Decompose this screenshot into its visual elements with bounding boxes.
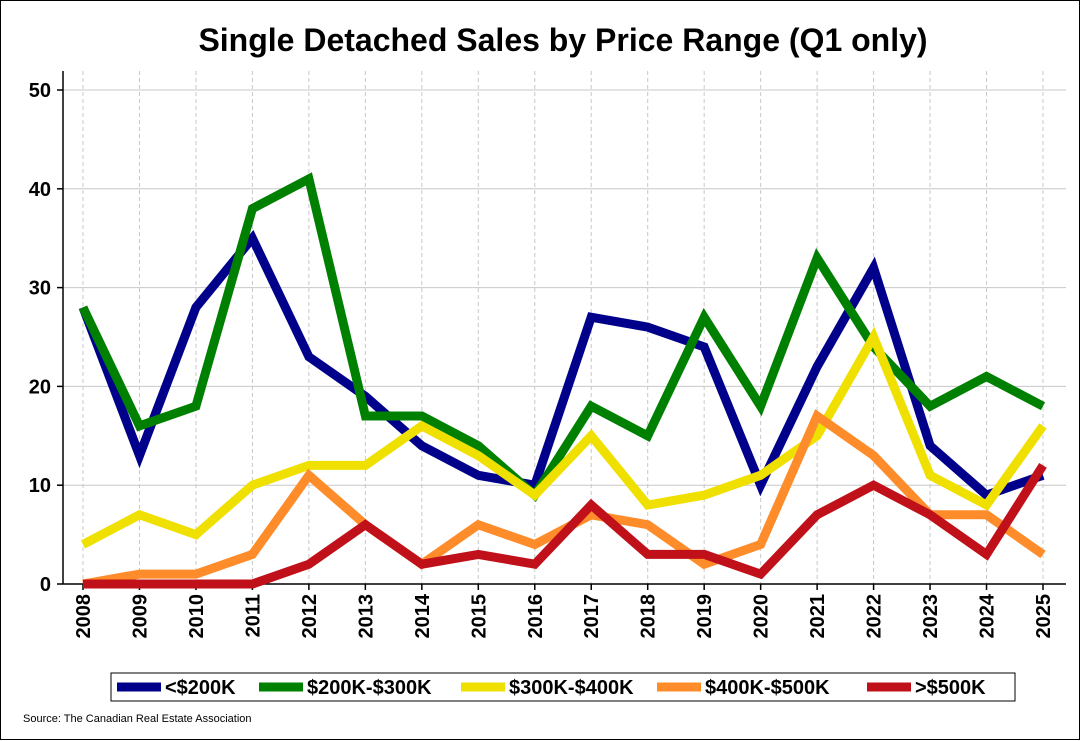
- legend-label-1: $200K-$300K: [307, 677, 432, 699]
- x-tick-label-2018: 2018: [638, 594, 660, 639]
- x-tick-label-2015: 2015: [468, 594, 490, 639]
- x-tick-label-2023: 2023: [920, 594, 942, 639]
- series-4-line: [83, 462, 1047, 589]
- y-tick-label-50: 50: [29, 80, 51, 102]
- x-tick-label-2020: 2020: [751, 594, 773, 639]
- x-tick-label-2021: 2021: [807, 594, 829, 639]
- x-tick-label-2009: 2009: [129, 594, 151, 639]
- y-tick-label-30: 30: [29, 278, 51, 300]
- series-2-line: [80, 326, 1047, 549]
- y-tick-label-10: 10: [29, 475, 51, 497]
- x-tick-label-2013: 2013: [355, 594, 377, 639]
- x-tick-label-2025: 2025: [1033, 594, 1055, 639]
- legend-label-0: <$200K: [165, 677, 236, 699]
- legend-label-4: >$500K: [915, 677, 986, 699]
- y-tick-label-40: 40: [29, 179, 51, 201]
- x-tick-label-2016: 2016: [525, 594, 547, 639]
- x-tick-label-2024: 2024: [977, 593, 999, 638]
- x-tick-label-2010: 2010: [186, 594, 208, 639]
- y-tick-label-20: 20: [29, 376, 51, 398]
- chart-title: Single Detached Sales by Price Range (Q1…: [198, 22, 927, 58]
- legend-label-3: $400K-$500K: [705, 677, 830, 699]
- x-tick-label-2012: 2012: [299, 594, 321, 639]
- x-tick-label-2011: 2011: [242, 594, 264, 637]
- legend-label-2: $300K-$400K: [509, 677, 634, 699]
- x-tick-label-2014: 2014: [412, 593, 434, 638]
- x-tick-label-2022: 2022: [864, 594, 886, 639]
- legend: <$200K $200K-$300K $300K-$400K $400K-$500K >…: [110, 672, 1016, 702]
- x-tick-label-2017: 2017: [581, 594, 603, 639]
- x-tick-label-2019: 2019: [694, 594, 716, 639]
- axes-layer: 0 10 20 30 40 50 2008 2009 2010 2011 2012 2013 2014 2…: [29, 71, 1066, 639]
- source-note: Source: The Canadian Real Estate Associa…: [23, 713, 252, 725]
- x-tick-label-2008: 2008: [73, 594, 95, 639]
- y-tick-label-0: 0: [40, 574, 51, 596]
- series-layer: [78, 172, 1047, 589]
